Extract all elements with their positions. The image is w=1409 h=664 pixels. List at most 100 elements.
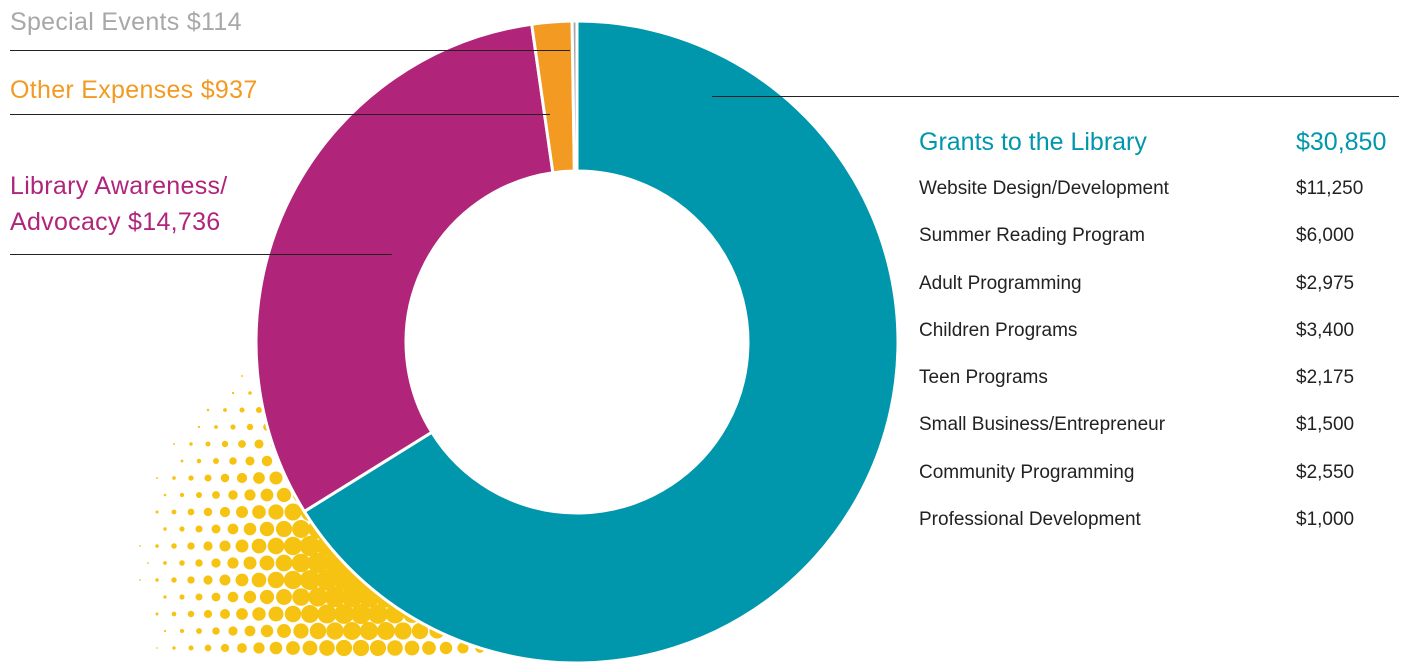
halftone-dot bbox=[163, 595, 167, 599]
halftone-dot bbox=[377, 622, 395, 640]
grants-breakdown-panel: Grants to the Library $30,850 Website De… bbox=[919, 124, 1389, 544]
halftone-dot bbox=[254, 439, 264, 449]
halftone-dot bbox=[252, 505, 266, 519]
halftone-dot bbox=[275, 520, 293, 538]
halftone-dot bbox=[253, 472, 265, 484]
halftone-dot bbox=[248, 391, 252, 395]
halftone-dot bbox=[187, 610, 195, 618]
halftone-dot bbox=[259, 521, 275, 537]
grants-title: Grants to the Library bbox=[919, 128, 1147, 156]
halftone-dot bbox=[172, 476, 176, 480]
halftone-dot bbox=[235, 539, 249, 553]
halftone-dot bbox=[301, 605, 319, 623]
halftone-dot bbox=[302, 640, 318, 656]
halftone-dot bbox=[228, 490, 238, 500]
halftone-dot bbox=[171, 577, 177, 583]
halftone-dot bbox=[260, 624, 274, 638]
halftone-dot bbox=[223, 408, 227, 412]
halftone-dot bbox=[252, 607, 266, 621]
halftone-dot bbox=[243, 556, 257, 570]
grant-label: Website Design/Development bbox=[919, 178, 1169, 199]
halftone-dot bbox=[236, 608, 248, 620]
halftone-dot bbox=[268, 606, 284, 622]
halftone-dot bbox=[268, 504, 284, 520]
halftone-dot bbox=[171, 543, 177, 549]
halftone-dot bbox=[203, 609, 213, 619]
halftone-dot bbox=[246, 423, 254, 431]
halftone-dot bbox=[394, 622, 412, 640]
halftone-dot bbox=[243, 590, 257, 604]
halftone-dot bbox=[212, 491, 220, 499]
grant-amount: $6,000 bbox=[1296, 225, 1355, 247]
halftone-dot bbox=[269, 471, 283, 485]
leader-line-grants bbox=[712, 96, 1399, 97]
halftone-dot bbox=[180, 459, 184, 463]
donut-slices bbox=[254, 19, 900, 664]
halftone-dot bbox=[214, 425, 218, 429]
halftone-dot bbox=[203, 575, 213, 585]
halftone-dot bbox=[235, 573, 249, 587]
halftone-dot bbox=[293, 623, 309, 639]
halftone-dot bbox=[275, 554, 293, 572]
halftone-dot bbox=[241, 375, 243, 377]
leader-line-library-awareness bbox=[10, 254, 392, 255]
halftone-dot bbox=[163, 629, 167, 633]
grant-amount: $1,500 bbox=[1296, 414, 1355, 436]
halftone-dot bbox=[205, 441, 211, 447]
halftone-dot bbox=[422, 641, 436, 655]
grant-row: Summer Reading Program $6,000 bbox=[919, 213, 1389, 260]
grant-amount: $2,975 bbox=[1296, 272, 1355, 294]
halftone-dot bbox=[343, 622, 361, 640]
halftone-dot bbox=[284, 503, 302, 521]
halftone-dot bbox=[259, 555, 275, 571]
halftone-dot bbox=[187, 542, 195, 550]
halftone-dot bbox=[319, 640, 335, 656]
halftone-dot bbox=[139, 579, 141, 581]
halftone-dot bbox=[156, 647, 158, 649]
halftone-dot bbox=[244, 489, 256, 501]
halftone-dot bbox=[163, 527, 167, 531]
halftone-dot bbox=[352, 639, 370, 657]
halftone-dot bbox=[195, 525, 203, 533]
halftone-dot bbox=[211, 524, 221, 534]
halftone-dot bbox=[211, 592, 221, 602]
grant-row: Children Programs $3,400 bbox=[919, 308, 1389, 355]
halftone-dot bbox=[259, 589, 275, 605]
halftone-dot bbox=[269, 641, 283, 655]
halftone-dot bbox=[171, 509, 177, 515]
halftone-dot bbox=[171, 611, 177, 617]
callout-library-awareness: Library Awareness/ Advocacy $14,736 bbox=[10, 168, 228, 240]
halftone-dot bbox=[307, 552, 329, 574]
halftone-dot bbox=[156, 477, 158, 479]
grant-label: Community Programming bbox=[919, 461, 1135, 483]
grant-amount: $3,400 bbox=[1296, 319, 1355, 341]
halftone-dot bbox=[188, 475, 194, 481]
halftone-dot bbox=[179, 594, 185, 600]
callout-special-events: Special Events $114 bbox=[10, 8, 242, 36]
halftone-dot bbox=[276, 589, 292, 605]
halftone-dot bbox=[299, 569, 321, 591]
halftone-dot bbox=[253, 642, 265, 654]
grant-row: Small Business/Entrepreneur $1,500 bbox=[919, 402, 1389, 449]
grant-amount: $1,000 bbox=[1296, 509, 1355, 531]
callout-library-awareness-line2: Advocacy $14,736 bbox=[10, 208, 221, 236]
halftone-dot bbox=[260, 488, 274, 502]
grants-total: $30,850 bbox=[1296, 128, 1387, 156]
halftone-dot bbox=[227, 557, 239, 569]
halftone-dot bbox=[219, 540, 231, 552]
halftone-dot bbox=[286, 641, 300, 655]
halftone-dot bbox=[316, 569, 338, 591]
halftone-dot bbox=[163, 493, 167, 497]
halftone-dot bbox=[206, 408, 210, 412]
halftone-dot bbox=[196, 458, 202, 464]
halftone-dot bbox=[197, 425, 201, 429]
halftone-dot bbox=[387, 640, 403, 656]
grant-amount: $11,250 bbox=[1296, 178, 1364, 199]
halftone-dot bbox=[236, 506, 248, 518]
halftone-dot bbox=[228, 626, 238, 636]
halftone-dot bbox=[219, 574, 231, 586]
halftone-dot bbox=[251, 572, 267, 588]
grant-label: Adult Programming bbox=[919, 272, 1082, 294]
halftone-dot bbox=[204, 644, 212, 652]
halftone-dot bbox=[195, 491, 203, 499]
